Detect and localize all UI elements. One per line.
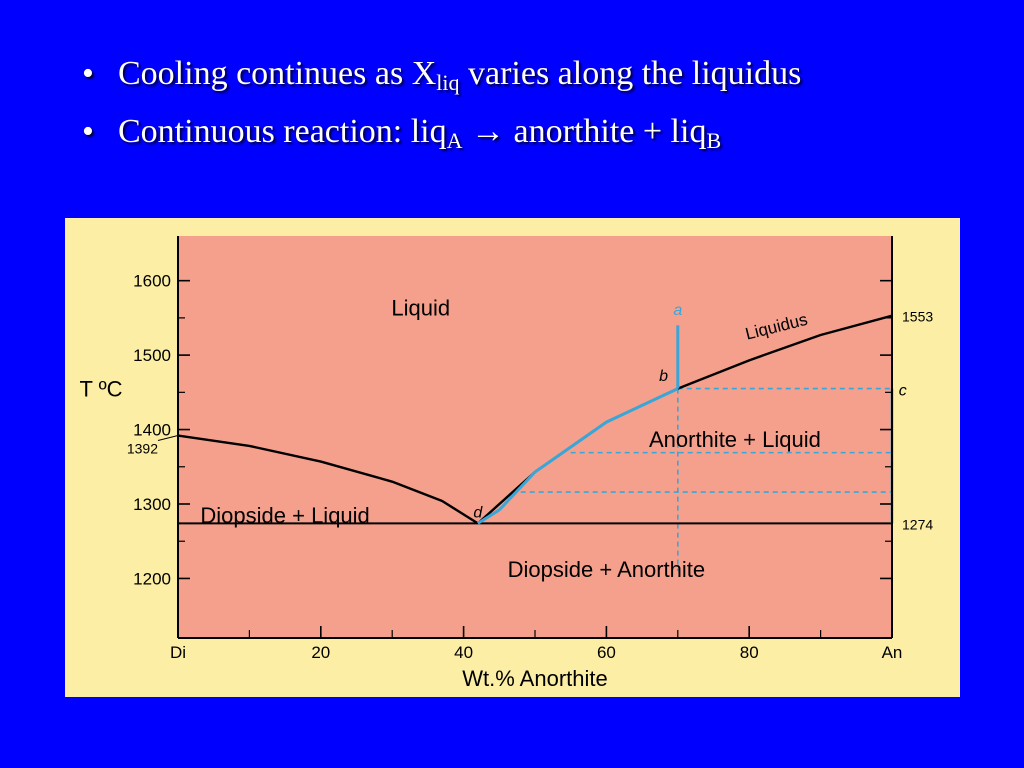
x-tick-label: 20 (311, 643, 330, 662)
region-label: Anorthite + Liquid (649, 427, 821, 452)
y-axis-label: T ºC (79, 377, 122, 402)
bullet-item-1: • Cooling continues as Xliq varies along … (82, 52, 801, 110)
bullet-2-subscript-b: B (706, 128, 722, 153)
cooling-path-end (477, 508, 501, 525)
bullet-dot: • (82, 55, 94, 92)
phase-diagram-chart: 1200 1300 1400 1500 1600 Di 20 40 60 80 An 1392 1553… (79, 236, 933, 691)
bullet-list: • Cooling continues as Xliq varies along … (82, 52, 801, 168)
region-label: Diopside + Liquid (200, 503, 369, 528)
x-tick-label: Di (170, 643, 186, 662)
point-label: c (899, 382, 907, 399)
special-temp-label: 1553 (902, 309, 933, 325)
cooling-path-liquidus (498, 387, 679, 511)
special-temp-label: 1392 (127, 441, 158, 457)
point-label: a (673, 302, 682, 319)
bullet-item-2: • Continuous reaction: liqA → anorthite +… (82, 110, 801, 168)
region-label: Liquid (391, 295, 450, 320)
y-tick-label: 1400 (133, 421, 171, 440)
bullet-2-subscript-a: A (446, 128, 463, 153)
y-tick-label: 1600 (133, 272, 171, 291)
special-label-leader (157, 435, 179, 441)
bullet-dot: • (82, 113, 94, 150)
bullet-1-text: Cooling continues as X (118, 55, 437, 92)
phase-diagram-figure: 1200 1300 1400 1500 1600 Di 20 40 60 80 An 1392 1553… (65, 218, 960, 697)
point-label: b (659, 368, 668, 385)
y-tick-label: 1300 (133, 495, 171, 514)
bullet-1-tail: varies along the liquidus (459, 55, 802, 92)
x-tick-label: 40 (454, 643, 473, 662)
y-tick-label: 1500 (133, 346, 171, 365)
liquidus-curve-1 (177, 434, 479, 525)
bullet-1-subscript: liq (436, 70, 460, 95)
x-tick-label: 60 (597, 643, 616, 662)
bullet-2-text: Continuous reaction: liq (118, 113, 447, 150)
bullet-2-mid: → anorthite + liq (462, 113, 707, 150)
x-tick-label: 80 (740, 643, 759, 662)
x-tick-label: An (882, 643, 903, 662)
x-axis-label: Wt.% Anorthite (462, 666, 608, 691)
plot-area (178, 236, 892, 638)
y-tick-label: 1200 (133, 569, 171, 588)
region-label: Diopside + Anorthite (508, 557, 706, 582)
special-temp-label: 1274 (902, 516, 933, 532)
point-label: d (473, 504, 483, 521)
